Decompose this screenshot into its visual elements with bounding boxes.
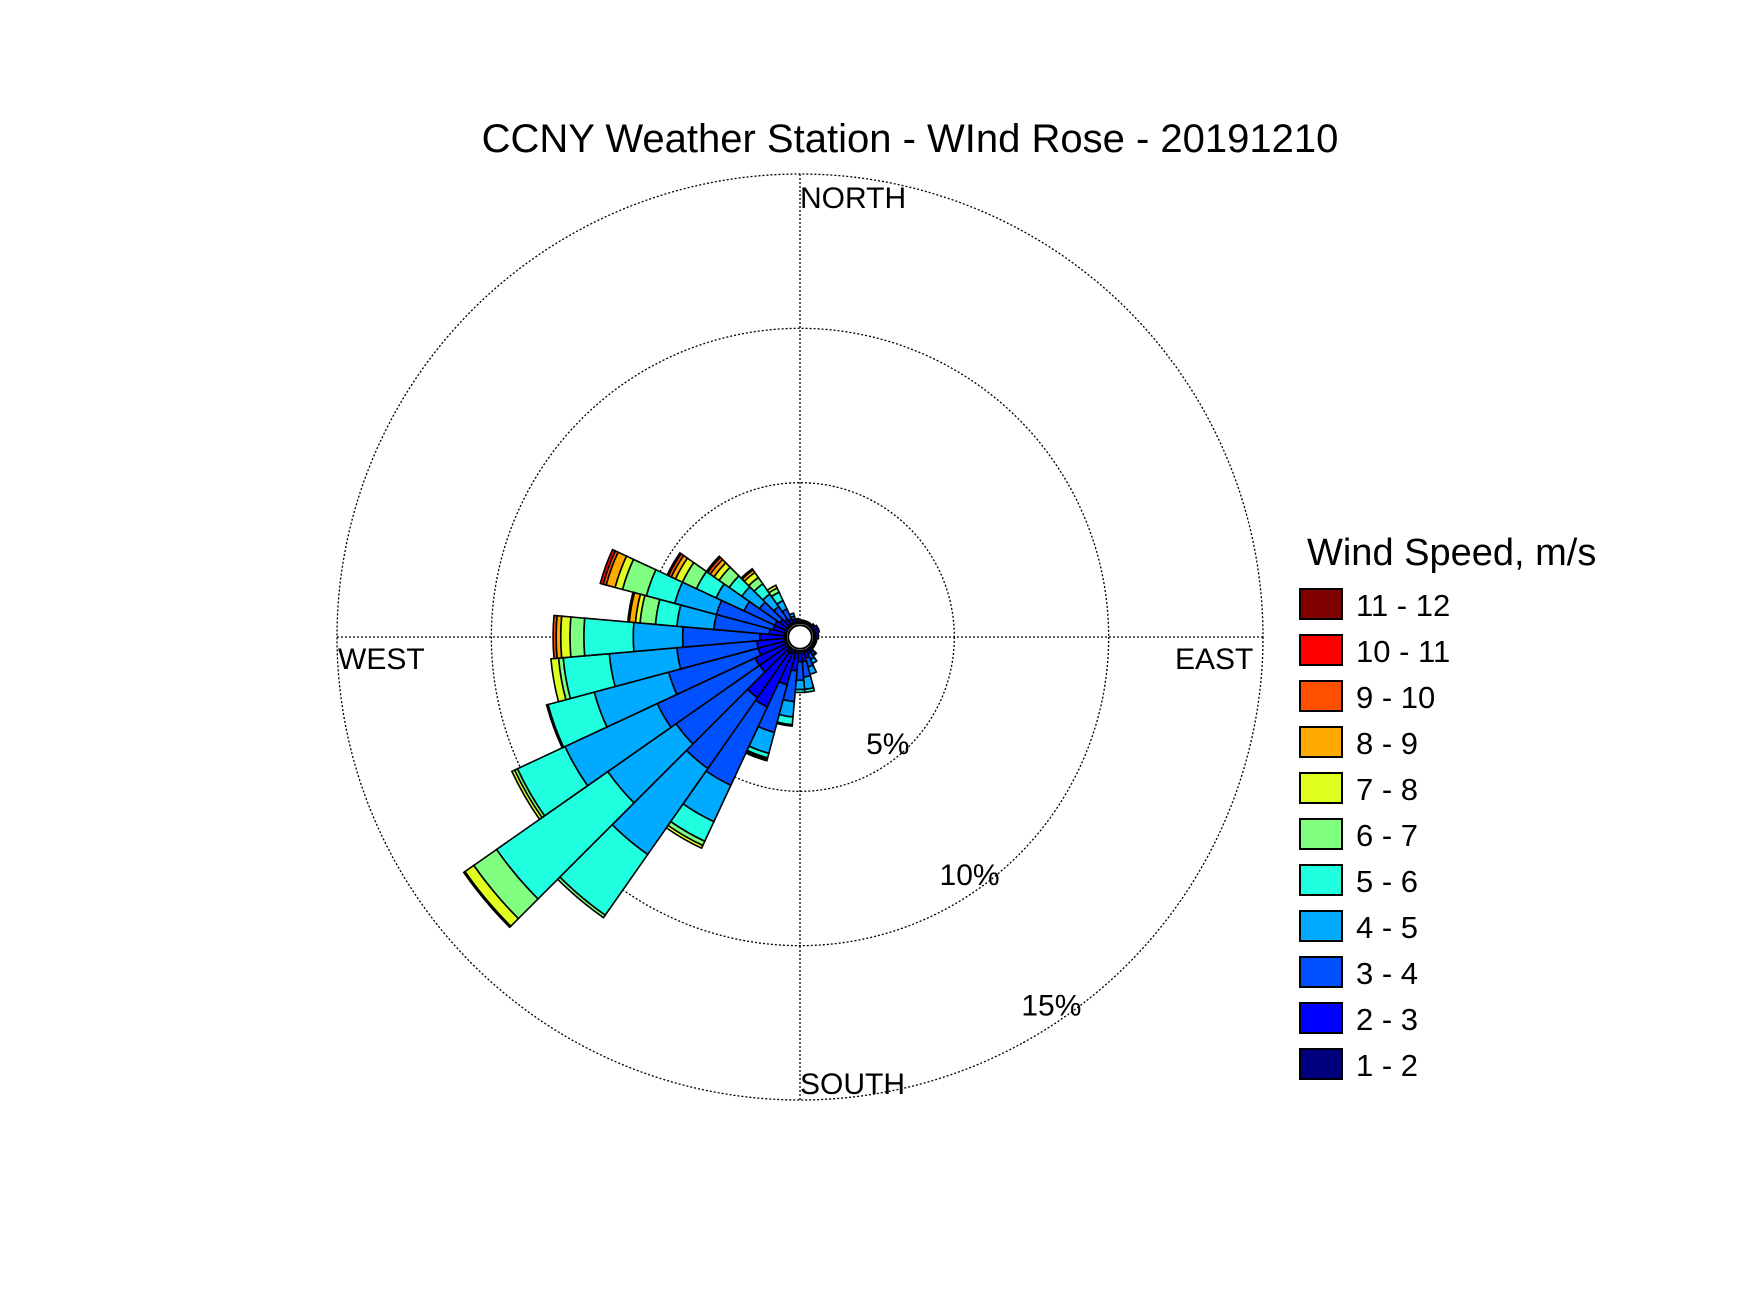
chart-title: CCNY Weather Station - WInd Rose - 20191… xyxy=(482,117,1339,161)
legend-label: 1 - 2 xyxy=(1356,1048,1418,1083)
legend-item: 7 - 8 xyxy=(1299,772,1418,807)
sector-320 xyxy=(739,567,794,629)
sector-210 xyxy=(665,647,796,850)
sector-150 xyxy=(804,647,818,665)
legend-swatch xyxy=(1299,818,1343,850)
legend-item: 5 - 6 xyxy=(1299,864,1418,899)
sector-250 xyxy=(545,639,789,749)
sector-290 xyxy=(599,548,789,635)
legend-swatch xyxy=(1299,634,1343,666)
sector-180-bin-4 xyxy=(794,679,806,691)
legend-item: 8 - 9 xyxy=(1299,726,1418,761)
legend-swatch xyxy=(1299,588,1343,620)
legend-item: 9 - 10 xyxy=(1299,680,1435,715)
sector-280-bin-1 xyxy=(783,632,788,637)
legend-swatch xyxy=(1299,1002,1343,1034)
legend-label: 6 - 7 xyxy=(1356,818,1418,853)
sector-160 xyxy=(802,648,818,676)
north-label: NORTH xyxy=(800,182,906,215)
east-label: EAST xyxy=(1175,643,1253,676)
ring-label-2: 10% xyxy=(940,859,1000,892)
legend-label: 3 - 4 xyxy=(1356,956,1418,991)
legend-item: 2 - 3 xyxy=(1299,1002,1418,1037)
legend-label: 9 - 10 xyxy=(1356,680,1435,715)
legend-label: 8 - 9 xyxy=(1356,726,1418,761)
legend: 11 - 12 10 - 11 9 - 10 8 - 9 7 - 8 6 - 7 5 - 6… xyxy=(1299,588,1450,1083)
legend-item: 10 - 11 xyxy=(1299,634,1450,669)
sector-270-bin-6 xyxy=(569,616,586,658)
legend-item: 4 - 5 xyxy=(1299,910,1418,945)
sector-130 xyxy=(808,643,816,651)
sector-140 xyxy=(806,645,818,658)
legend-title: Wind Speed, m/s xyxy=(1307,532,1596,574)
legend-label: 10 - 11 xyxy=(1356,634,1450,669)
legend-swatch xyxy=(1299,910,1343,942)
legend-swatch xyxy=(1299,864,1343,896)
legend-swatch xyxy=(1299,726,1343,758)
grid-ring-2 xyxy=(490,327,1110,947)
legend-label: 2 - 3 xyxy=(1356,1002,1418,1037)
legend-label: 4 - 5 xyxy=(1356,910,1418,945)
sector-220 xyxy=(556,645,794,919)
legend-label: 5 - 6 xyxy=(1356,864,1418,899)
sector-130-bin-1 xyxy=(809,644,813,648)
legend-label: 7 - 8 xyxy=(1356,772,1418,807)
sector-280 xyxy=(626,591,788,637)
legend-label: 11 - 12 xyxy=(1356,588,1450,623)
sector-200 xyxy=(744,648,798,762)
ring-labels: 5% 10% 15% xyxy=(866,728,1081,1023)
legend-item: 6 - 7 xyxy=(1299,818,1418,853)
legend-item: 3 - 4 xyxy=(1299,956,1418,991)
wind-sectors xyxy=(462,548,821,929)
sector-40-bin-1 xyxy=(806,623,813,629)
ring-label-1: 5% xyxy=(866,728,909,761)
legend-swatch xyxy=(1299,1048,1343,1080)
legend-swatch xyxy=(1299,772,1343,804)
sector-240 xyxy=(510,641,790,821)
west-label: WEST xyxy=(338,643,425,676)
sector-270-bin-5 xyxy=(583,617,635,657)
sector-40 xyxy=(806,621,814,629)
sector-300 xyxy=(666,551,790,633)
sector-180-bin-1 xyxy=(797,649,803,654)
sector-180 xyxy=(794,649,806,694)
legend-swatch xyxy=(1299,680,1343,712)
legend-item: 1 - 2 xyxy=(1299,1048,1418,1083)
legend-item: 11 - 12 xyxy=(1299,588,1450,623)
center-hole xyxy=(787,624,813,650)
sector-180-bin-3 xyxy=(795,660,805,682)
sector-180-bin-2 xyxy=(796,651,804,663)
south-label: SOUTH xyxy=(800,1068,905,1101)
legend-swatch xyxy=(1299,956,1343,988)
ring-label-3: 15% xyxy=(1021,990,1081,1023)
